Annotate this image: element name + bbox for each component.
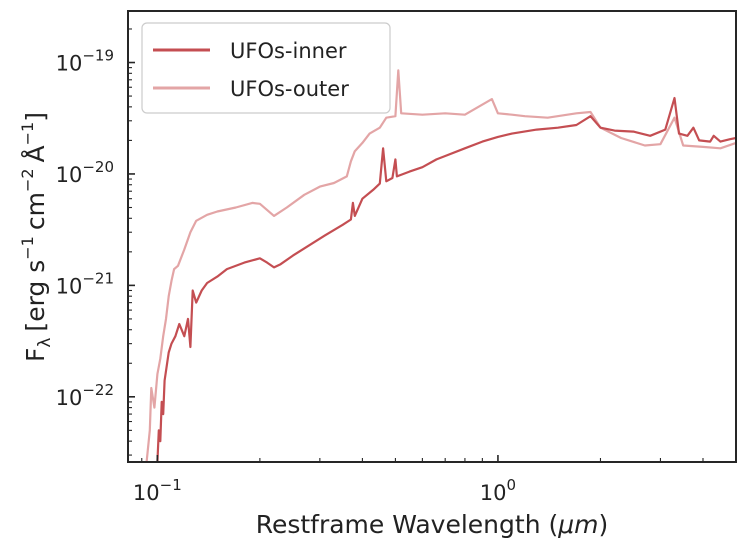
tick-layer: 10−22 10−21 10−20 10−19 10−1 100 bbox=[56, 28, 737, 505]
y-axis-label: Fλ[erg s−1cm−2Å−1] bbox=[18, 112, 55, 362]
y-tick-label: 10−22 bbox=[56, 381, 114, 410]
y-tick-label: 10−19 bbox=[56, 47, 114, 76]
legend-label-ufos-inner: UFOs-inner bbox=[230, 39, 347, 63]
legend-label-ufos-outer: UFOs-outer bbox=[230, 77, 349, 101]
x-axis-label: Restframe Wavelength (μm) bbox=[256, 510, 609, 539]
x-tick-label: 100 bbox=[480, 476, 516, 505]
y-tick-label: 10−21 bbox=[56, 269, 114, 298]
plot-frame bbox=[127, 10, 737, 463]
y-tick-label: 10−20 bbox=[56, 158, 114, 187]
series-layer bbox=[145, 69, 737, 463]
legend: UFOs-inner UFOs-outer bbox=[141, 22, 391, 114]
legend-box bbox=[141, 22, 391, 114]
series-line-ufos-outer bbox=[145, 69, 737, 463]
x-tick-label: 10−1 bbox=[133, 476, 182, 505]
series-line-ufos-inner bbox=[156, 96, 737, 463]
